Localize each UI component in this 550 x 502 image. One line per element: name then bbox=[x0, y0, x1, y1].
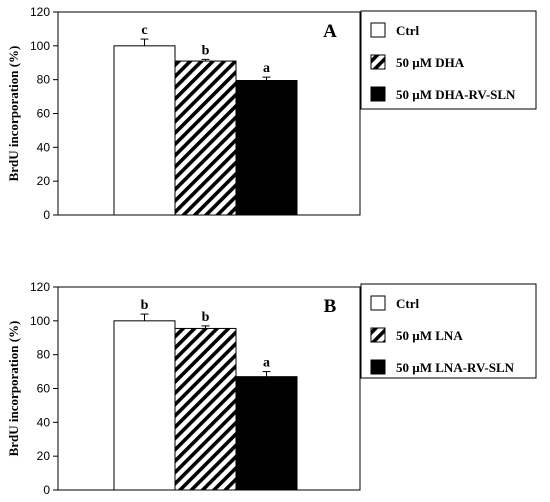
legend-swatch bbox=[370, 295, 386, 311]
y-tick-label: 120 bbox=[30, 5, 50, 19]
bar bbox=[113, 45, 176, 216]
legend-swatch bbox=[370, 359, 386, 375]
y-tick-label: 60 bbox=[37, 382, 51, 396]
legend-box bbox=[360, 283, 537, 379]
y-tick-label: 40 bbox=[37, 140, 51, 154]
y-tick-label: 100 bbox=[30, 314, 50, 328]
legend-swatch bbox=[370, 86, 386, 102]
legend-label: 50 µM DHA-RV-SLN bbox=[396, 87, 516, 102]
legend-label: Ctrl bbox=[396, 23, 419, 38]
y-tick-label: 40 bbox=[37, 415, 51, 429]
panel-label: A bbox=[323, 21, 337, 42]
significance-label: c bbox=[141, 23, 147, 38]
y-tick-label: 20 bbox=[37, 449, 51, 463]
y-tick-label: 0 bbox=[43, 483, 50, 497]
significance-label: a bbox=[263, 61, 270, 76]
legend-label: Ctrl bbox=[396, 296, 419, 311]
y-tick-label: 80 bbox=[37, 73, 51, 87]
y-tick-label: 100 bbox=[30, 39, 50, 53]
significance-label: b bbox=[202, 43, 210, 58]
y-tick-label: 80 bbox=[37, 348, 51, 362]
legend-label: 50 µM DHA bbox=[396, 55, 465, 70]
legend-label: 50 µM LNA bbox=[396, 328, 463, 343]
panel-label: B bbox=[324, 296, 337, 317]
y-tick-label: 120 bbox=[30, 280, 50, 294]
chart-panel-A: 0 20 40 60 80 100 120 BrdU incorporation (%) c b a… bbox=[6, 5, 537, 222]
legend-label: 50 µM LNA-RV-SLN bbox=[396, 360, 515, 375]
significance-label: a bbox=[263, 356, 270, 371]
legend-swatch bbox=[370, 22, 386, 38]
legend-box bbox=[360, 10, 537, 110]
bar bbox=[174, 60, 237, 216]
significance-label: b bbox=[141, 298, 149, 313]
bar bbox=[174, 327, 237, 491]
y-axis-label: BrdU incorporation (%) bbox=[6, 321, 21, 457]
bar bbox=[235, 80, 298, 216]
legend-swatch bbox=[370, 327, 386, 343]
legend-swatch bbox=[370, 54, 386, 70]
bar bbox=[235, 376, 298, 491]
chart-panel-B: 0 20 40 60 80 100 120 BrdU incorporation (%) b b a… bbox=[6, 280, 537, 497]
y-tick-label: 0 bbox=[43, 208, 50, 222]
y-tick-label: 20 bbox=[37, 174, 51, 188]
y-axis-label: BrdU incorporation (%) bbox=[6, 46, 21, 182]
y-tick-label: 60 bbox=[37, 107, 51, 121]
significance-label: b bbox=[202, 310, 210, 325]
bar bbox=[113, 320, 176, 491]
